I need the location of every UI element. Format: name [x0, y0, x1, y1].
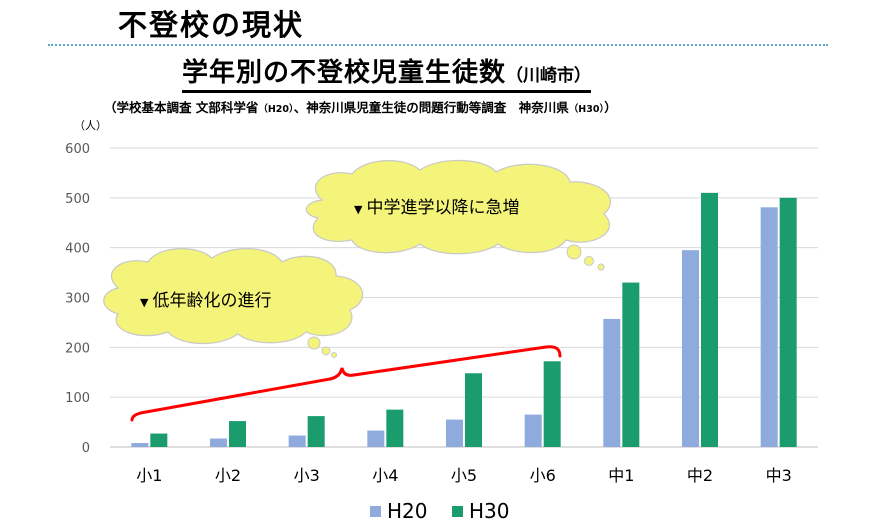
callout-label: 低年齢化の進行	[152, 291, 271, 311]
legend-label-H20: H20	[387, 499, 428, 523]
bars	[131, 192, 797, 447]
chart-title-suffix: （川崎市）	[506, 66, 592, 86]
y-unit-label: （人）	[74, 119, 107, 132]
bar-H20-中3	[760, 207, 778, 447]
thought-bubble-dot	[307, 336, 321, 350]
chart-title: 学年別の不登校児童生徒数（川崎市）	[182, 52, 592, 93]
x-category-label: 中2	[687, 466, 713, 485]
callout-low-grades: ▼ 低年齢化の進行	[103, 248, 364, 358]
x-category-label: 小1	[136, 466, 162, 485]
source-prefix: （学校基本調査 文部科学省	[104, 100, 259, 115]
thought-bubble-dot	[584, 256, 594, 266]
y-tick-label: 600	[65, 142, 90, 157]
x-category-label: 小3	[294, 466, 320, 485]
bar-H30-小2	[229, 421, 246, 447]
y-tick-label: 0	[82, 441, 90, 456]
callout-label: 中学進学以降に急増	[366, 198, 519, 218]
y-tick-labels: 0 100 200 300 400 500 600	[65, 142, 90, 456]
bar-H20-中1	[603, 318, 621, 447]
thought-bubble-dot	[321, 346, 331, 356]
bar-H30-小5	[465, 373, 482, 447]
legend: H20 H30	[370, 499, 510, 523]
bar-H20-小5	[446, 419, 463, 447]
y-tick-label: 100	[65, 391, 90, 406]
grouping-brace	[130, 345, 562, 422]
bar-H20-小4	[367, 430, 385, 447]
source-note: （学校基本調査 文部科学省（H20）、神奈川県児童生徒の問題行動等調査 神奈川県…	[104, 97, 617, 116]
bar-H20-小2	[210, 438, 227, 447]
bar-H30-小3	[307, 416, 325, 447]
callout-marker: ▼	[354, 203, 363, 216]
thought-bubble-dot	[331, 352, 337, 358]
dotted-divider	[48, 44, 828, 46]
x-category-labels: 小1 小2 小3 小4 小5 小6 中1 中2 中3	[136, 466, 792, 485]
x-category-label: 中1	[608, 466, 634, 485]
source-year-2: （H30）	[568, 104, 605, 115]
gridlines	[110, 147, 818, 448]
y-tick-label: 200	[65, 341, 90, 356]
svg-text:▼中学進学以降に急増: ▼ 中学進学以降に急増	[354, 198, 519, 218]
source-year-1: （H20）	[258, 104, 294, 115]
x-category-label: 小5	[451, 466, 477, 485]
legend-label-H30: H30	[469, 499, 510, 523]
bar-H20-小6	[524, 414, 542, 447]
bar-H30-中3	[779, 197, 797, 447]
thought-bubble-dot	[597, 263, 605, 271]
legend-swatch-H20	[370, 506, 381, 517]
thought-bubble-dot	[566, 244, 582, 260]
thought-cloud-shape	[305, 159, 611, 255]
y-tick-label: 400	[65, 242, 90, 257]
bar-H20-小3	[288, 435, 306, 447]
callout-marker: ▼	[140, 296, 149, 309]
page-title: 不登校の現状	[118, 8, 305, 42]
bar-H20-中2	[682, 250, 699, 447]
source-suffix: ）	[604, 100, 617, 115]
source-middle: 、神奈川県児童生徒の問題行動等調査 神奈川県	[293, 100, 569, 115]
bar-H30-中1	[622, 282, 640, 447]
thought-cloud-shape	[103, 248, 364, 345]
chart-title-main: 学年別の不登校児童生徒数	[182, 58, 507, 88]
legend-swatch-H30	[452, 506, 463, 517]
y-tick-label: 300	[65, 292, 90, 307]
x-category-label: 小2	[215, 466, 241, 485]
x-category-label: 中3	[766, 466, 792, 485]
bar-H30-小1	[150, 433, 168, 447]
y-tick-label: 500	[65, 192, 90, 207]
x-category-label: 小4	[372, 466, 398, 485]
bar-H20-小1	[131, 443, 149, 447]
bar-H30-小4	[386, 409, 404, 447]
bar-H30-中2	[701, 192, 718, 447]
x-category-label: 小6	[530, 466, 556, 485]
bar-H30-小6	[543, 361, 561, 447]
callout-junior-high: ▼ 中学進学以降に急増	[305, 159, 611, 271]
svg-text:▼低年齢化の進行: ▼ 低年齢化の進行	[140, 291, 271, 311]
